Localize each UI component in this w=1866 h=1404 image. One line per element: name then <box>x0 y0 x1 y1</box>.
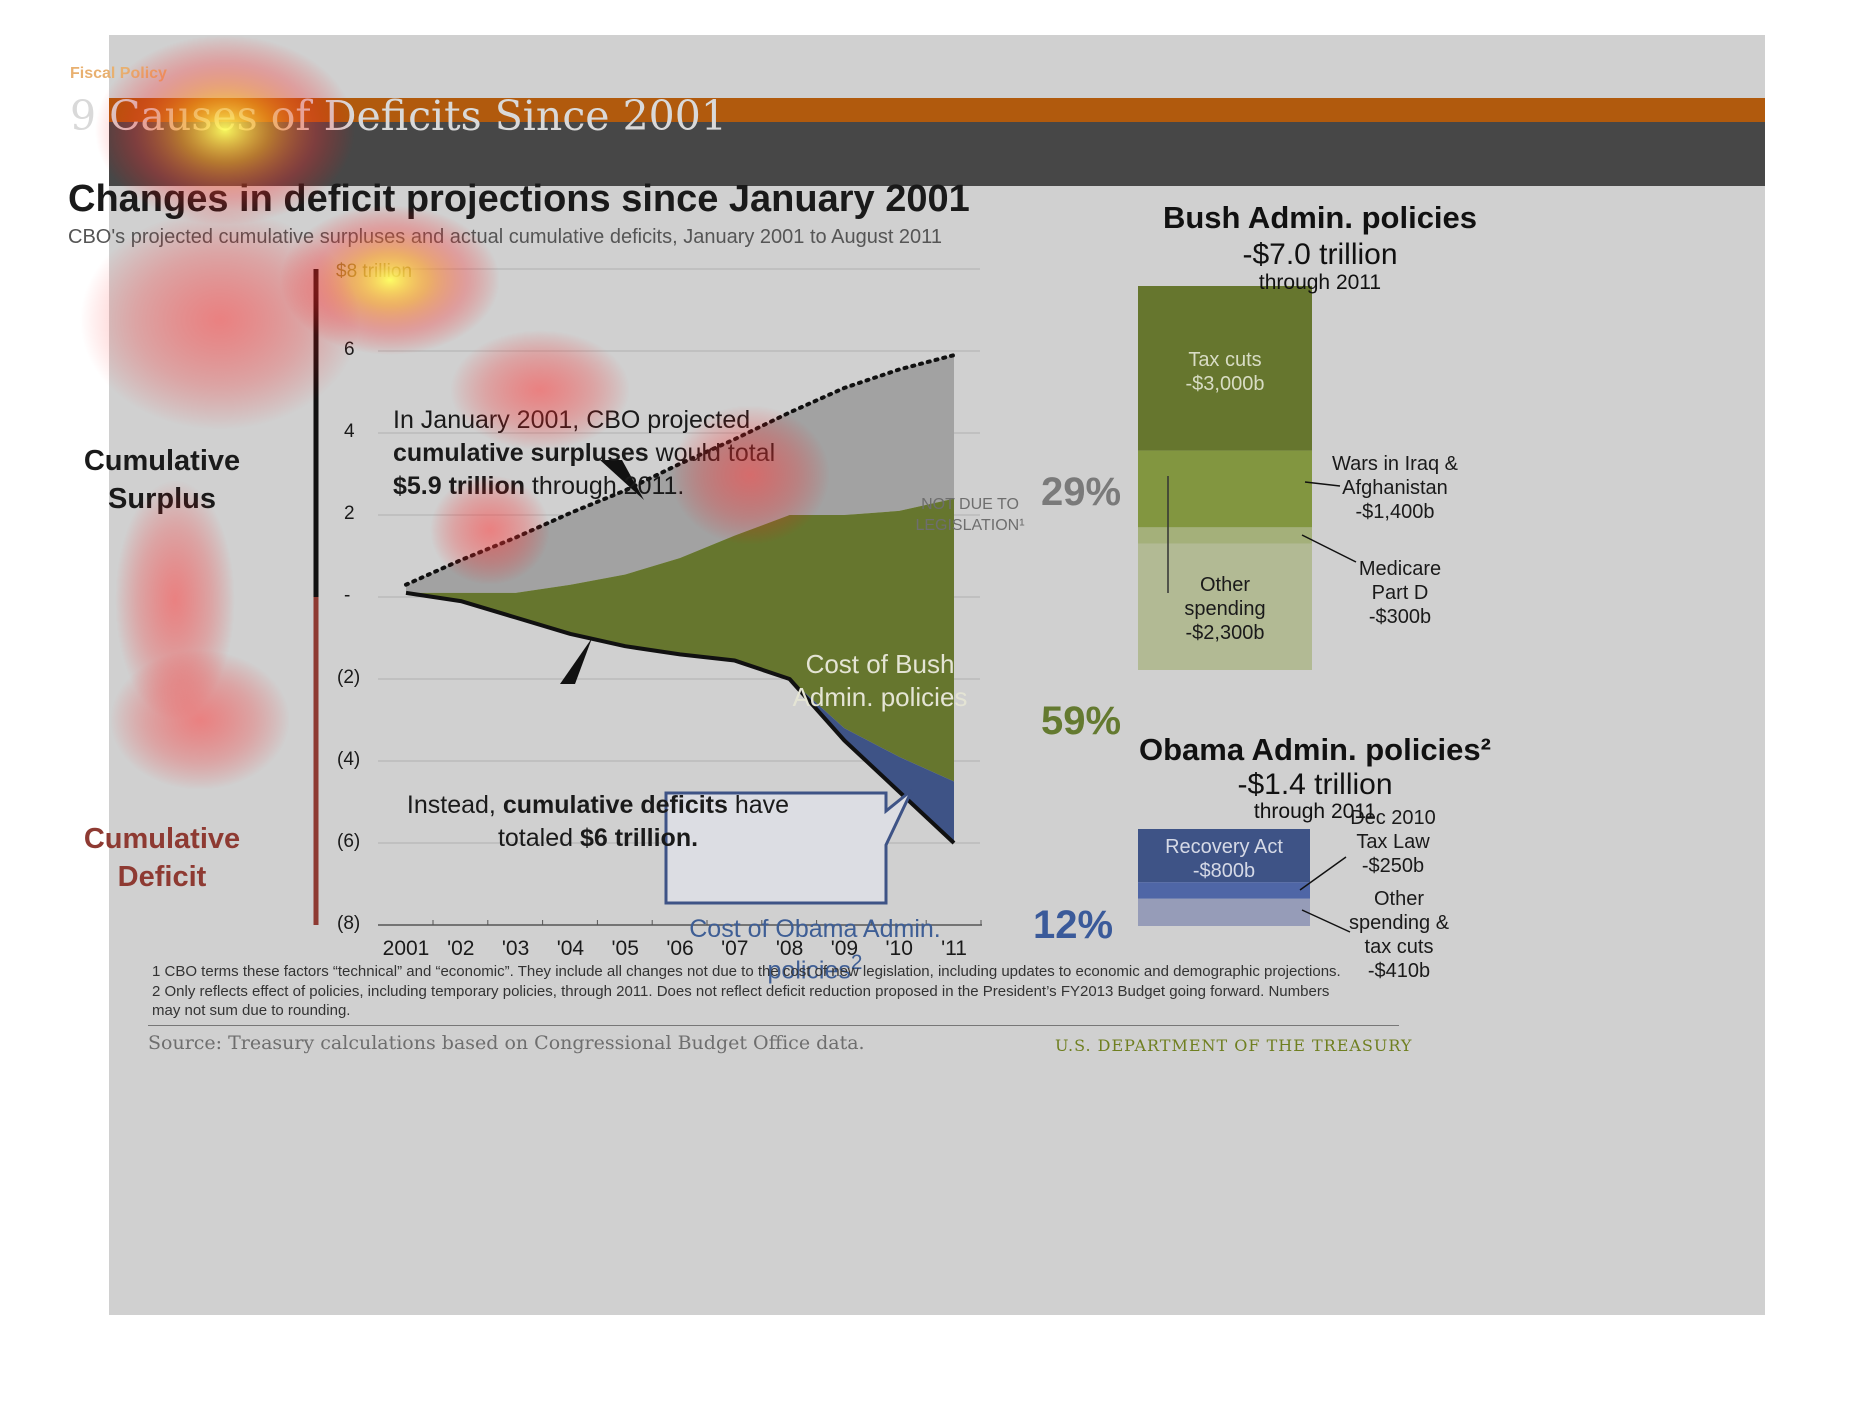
wars-value: -$1,400b <box>1355 501 1435 523</box>
recovery-act-label: Recovery Act <box>1165 836 1283 858</box>
tax-cuts-segment-label: Tax cuts -$3,000b <box>1138 348 1312 396</box>
obama-cost-callout-label: Cost of Obama Admin. policies2 <box>689 915 941 985</box>
y-tick-label: (2) <box>337 667 361 688</box>
bush-stacked-segment <box>1138 543 1312 670</box>
tax-cuts-label: Tax cuts <box>1188 349 1262 371</box>
medicare-value: -$300b <box>1368 606 1432 628</box>
wars-note: Wars in Iraq & Afghanistan -$1,400b <box>1325 452 1465 524</box>
bush-cost-label: Cost of Bush Admin. policies <box>792 649 968 712</box>
x-tick-label: '07 <box>721 937 749 960</box>
footnote-1: 1 CBO terms these factors “technical” an… <box>152 963 1341 980</box>
cumulative-deficit-label: Cumulative Deficit <box>83 823 241 893</box>
x-tick-label: 2001 <box>382 937 430 960</box>
y-tick-label: (6) <box>337 831 361 852</box>
x-tick-label: '02 <box>447 937 475 960</box>
deficit-annotation-pointer <box>560 638 592 684</box>
wars-leader-line <box>1304 481 1341 487</box>
other-spending-label: Other spending <box>1184 574 1266 620</box>
other-spending-tax-cuts-label: Other spending & tax cuts <box>1348 888 1450 958</box>
tax-law-value: -$250b <box>1361 855 1425 877</box>
x-tick-label: '06 <box>666 937 694 960</box>
tax-law-note: Dec 2010 Tax Law -$250b <box>1343 806 1443 878</box>
share-bush-policies: 59% <box>1041 699 1122 743</box>
x-tick-label: '08 <box>775 937 804 960</box>
obama-stacked-segment <box>1138 882 1310 899</box>
footer-divider <box>148 1025 1399 1026</box>
bush-stacked-segment <box>1138 527 1312 544</box>
recovery-act-segment-label: Recovery Act -$800b <box>1138 835 1310 883</box>
obama-callout-box <box>664 788 914 905</box>
y-tick-label: 2 <box>344 503 355 524</box>
bush-policies-area <box>406 498 954 782</box>
y-tick-label: (8) <box>337 913 361 934</box>
y-tick-label: 6 <box>344 339 355 360</box>
bush-panel-heading: Bush Admin. policies <box>1162 200 1478 235</box>
header-accent-bar <box>109 98 1765 122</box>
y-tick-label: (4) <box>337 749 361 770</box>
cumulative-surplus-label: Cumulative Surplus <box>83 445 241 515</box>
other-spending-tax-cuts-value: -$410b <box>1367 960 1431 982</box>
y-tick-label: 4 <box>344 421 355 442</box>
bush-panel-total: -$7.0 trillion <box>1242 238 1398 271</box>
footnote-2: 2 Only reflects effect of policies, incl… <box>152 983 1330 1019</box>
x-tick-label: '09 <box>830 937 859 960</box>
wars-label: Wars in Iraq & Afghanistan <box>1332 453 1458 499</box>
tax-law-leader-line <box>1299 856 1347 891</box>
surplus-annotation: In January 2001, CBO projected cumulativ… <box>393 406 776 500</box>
tax-cuts-value: -$3,000b <box>1185 373 1265 395</box>
obama-panel-total: -$1.4 trillion <box>1237 768 1393 801</box>
deficit-annotation: Instead, cumulative deficits have totale… <box>406 791 790 852</box>
actual-deficit-line <box>405 590 956 845</box>
obama-stacked-segment <box>1138 829 1310 883</box>
x-tick-label: '04 <box>556 937 585 960</box>
obama-panel-heading: Obama Admin. policies² <box>1139 732 1491 767</box>
bush-stacked-segment <box>1138 450 1312 528</box>
other-spending-segment-label: Other spending -$2,300b <box>1138 573 1312 645</box>
medicare-label: Medicare Part D <box>1358 558 1442 604</box>
other-tax-cuts-leader-line <box>1301 909 1351 933</box>
share-not-legislation: 29% <box>1041 470 1122 514</box>
treasury-department-credit: U.S. DEPARTMENT OF THE TREASURY <box>1055 1036 1413 1055</box>
y-tick-label: - <box>344 585 351 606</box>
obama-stacked-segment <box>1138 898 1310 926</box>
surplus-annotation-pointer <box>600 460 644 500</box>
header-title-bar <box>109 122 1765 186</box>
other-spending-tax-cuts-note: Other spending & tax cuts -$410b <box>1343 887 1455 983</box>
bush-stacked-segment <box>1138 286 1312 451</box>
share-obama-policies: 12% <box>1033 903 1114 947</box>
y-axis-unit-label: $8 trillion <box>336 261 413 282</box>
medicare-note: Medicare Part D -$300b <box>1345 557 1455 629</box>
x-tick-label: '05 <box>611 937 639 960</box>
tax-law-label: Dec 2010 Tax Law <box>1350 807 1436 853</box>
source-note: Source: Treasury calculations based on C… <box>148 1032 865 1054</box>
other-spending-value: -$2,300b <box>1185 622 1265 644</box>
recovery-act-value: -$800b <box>1192 860 1256 882</box>
not-due-to-legislation-label: NOT DUE TO LEGISLATION¹ <box>915 496 1025 534</box>
x-tick-label: '10 <box>885 937 913 960</box>
medicare-leader-line <box>1301 534 1357 563</box>
x-tick-label: '11 <box>941 937 967 960</box>
bush-panel-period: through 2011 <box>1258 271 1382 294</box>
obama-panel-period: through 2011 <box>1253 800 1377 823</box>
x-tick-label: '03 <box>501 937 530 960</box>
